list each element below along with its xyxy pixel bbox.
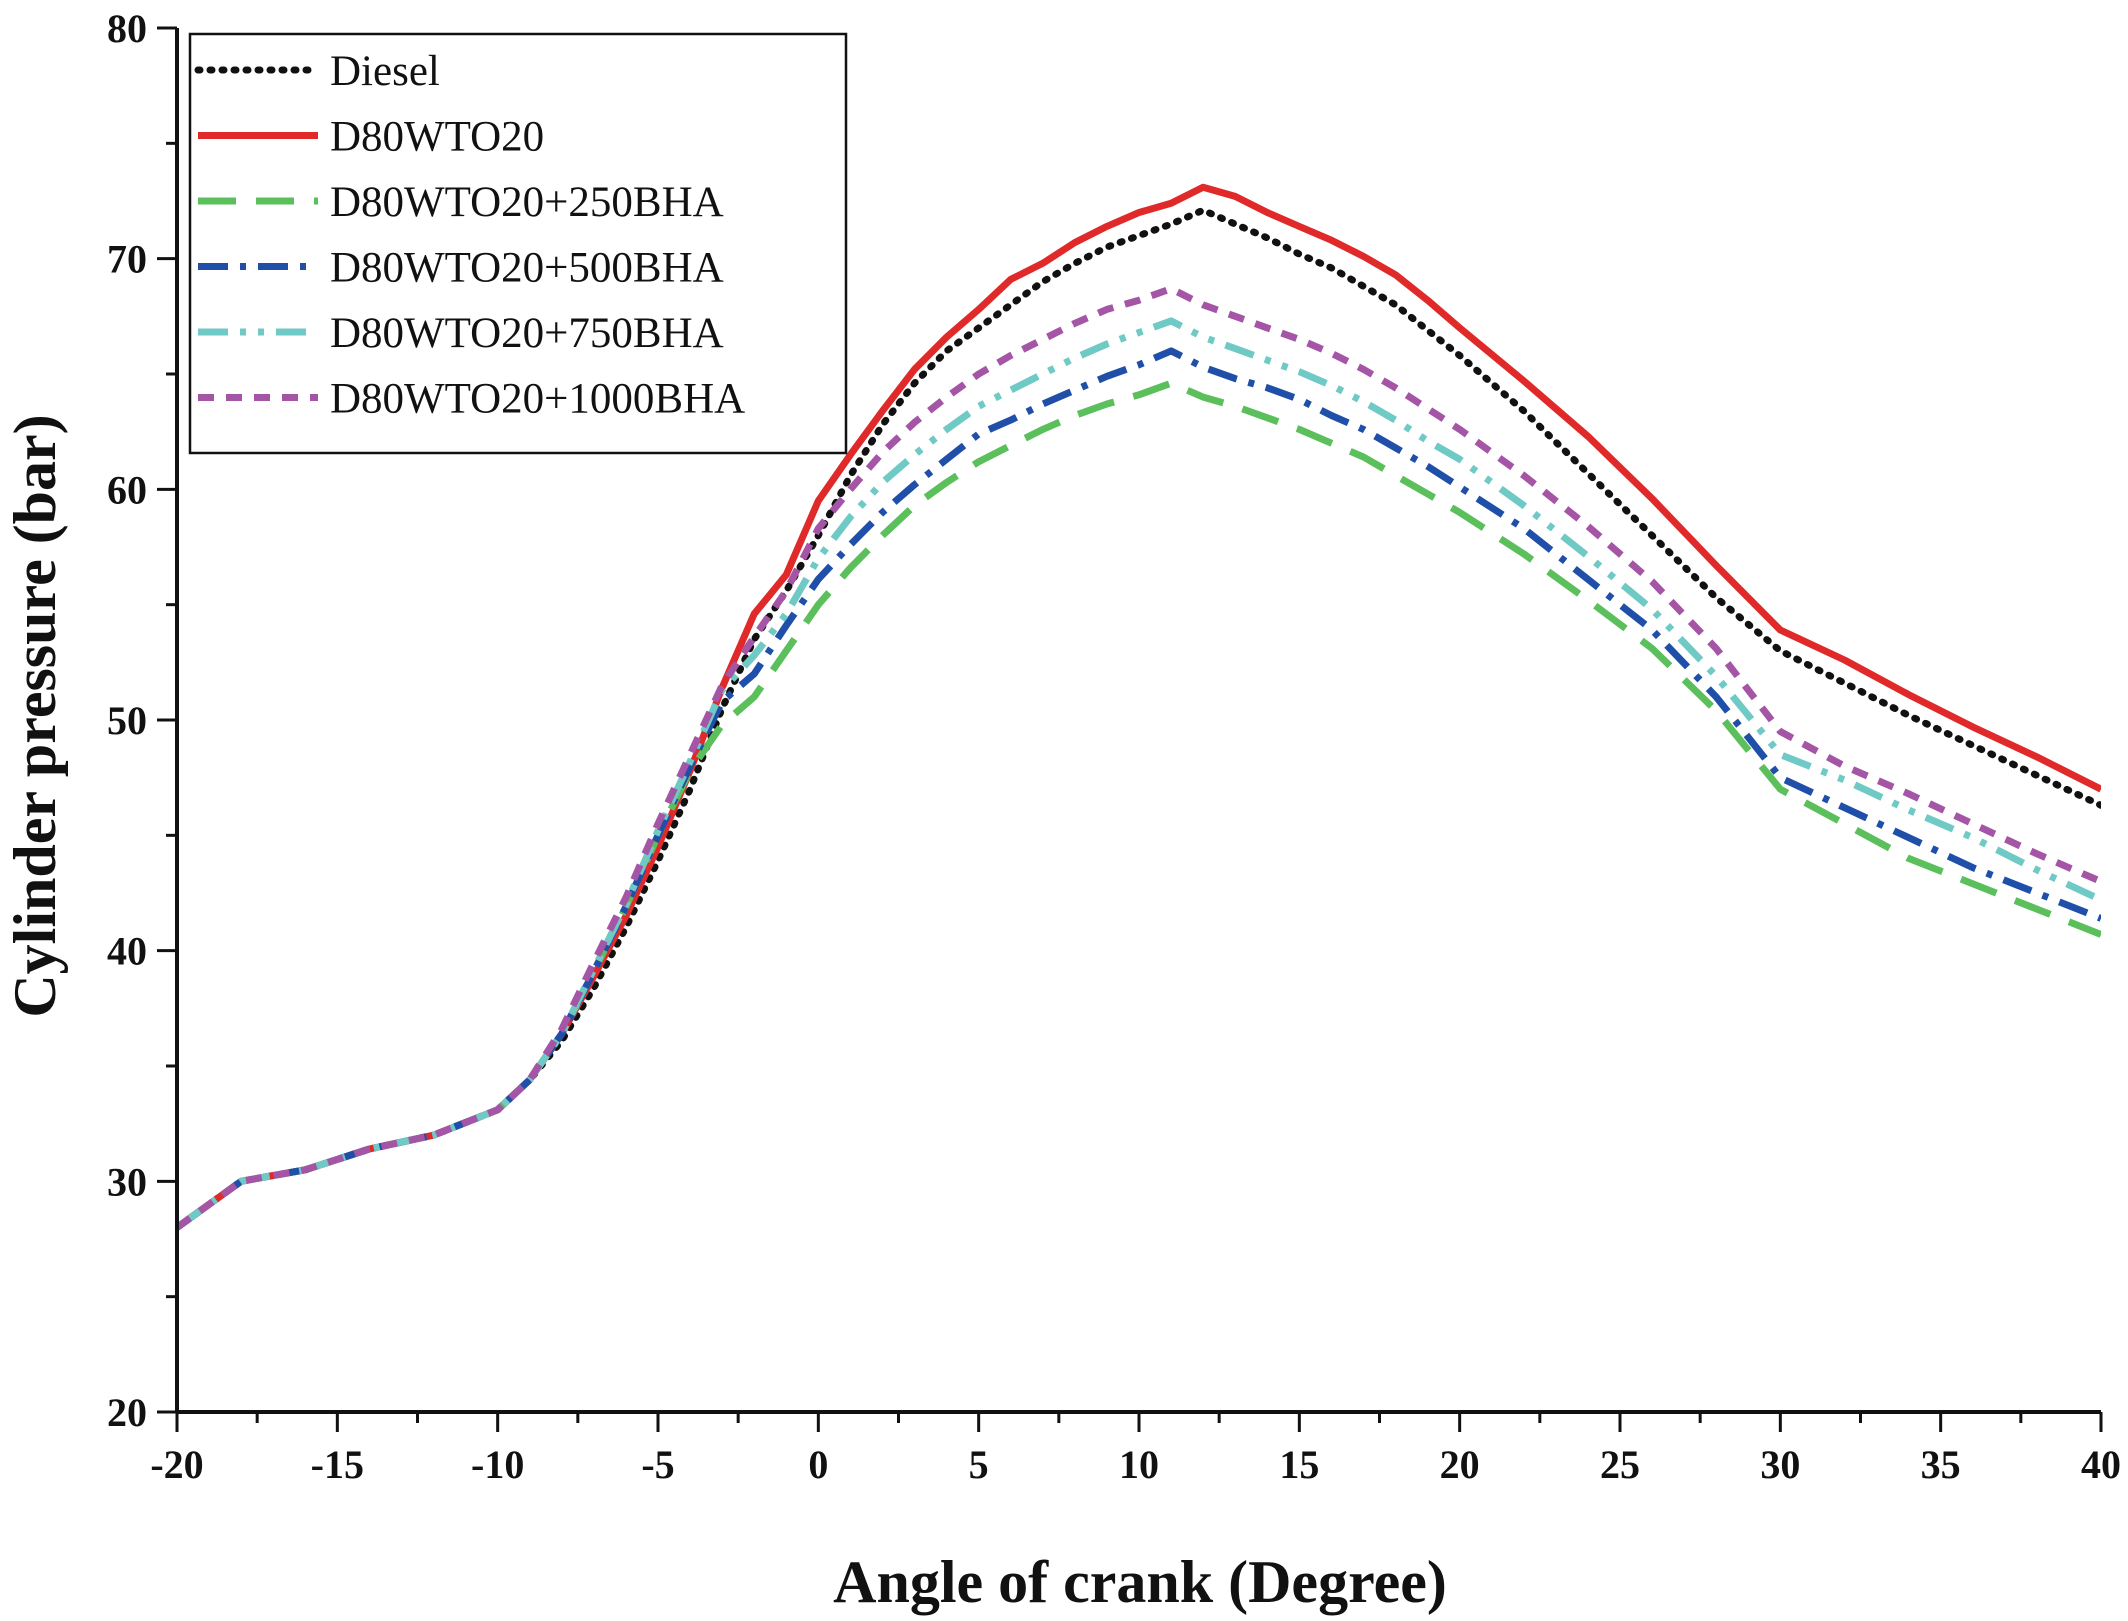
y-tick-label: 50 [107,698,147,743]
legend-label: D80WTO20+500BHA [330,245,724,292]
legend-label: Diesel [330,48,440,95]
series-line-d80wto20-250bha [177,379,2101,1231]
x-tick-label: 20 [1440,1442,1480,1487]
y-tick-label: 80 [107,6,147,51]
x-tick-label: -10 [471,1442,524,1487]
y-tick-label: 30 [107,1159,147,1204]
x-tick-label: 35 [1921,1442,1961,1487]
y-tick-label: 20 [107,1390,147,1435]
y-axis-title: Cylinder pressure (bar) [2,414,68,1017]
series-line-d80wto20-750bha [177,317,2101,1231]
series-line-diesel [177,206,2101,1231]
legend-label: D80WTO20 [330,114,544,161]
legend-box [188,32,848,455]
legend-label: D80WTO20+750BHA [330,310,724,357]
y-tick-label: 70 [107,237,147,282]
x-tick-label: -20 [150,1442,203,1487]
series-layer [177,183,2101,1231]
y-tick-label: 40 [107,929,147,974]
legend-label: D80WTO20+1000BHA [330,376,745,423]
x-tick-label: 0 [808,1442,828,1487]
x-tick-label: 40 [2081,1442,2121,1487]
series-line-d80wto20-500bha [177,347,2101,1231]
x-tick-label: 15 [1279,1442,1319,1487]
x-axis-title: Angle of crank (Degree) [833,1549,1447,1615]
x-tick-label: 5 [969,1442,989,1487]
x-tick-label: 10 [1119,1442,1159,1487]
y-tick-label: 60 [107,467,147,512]
series-line-d80wto20-1000bha [177,285,2101,1231]
x-tick-label: 30 [1760,1442,1800,1487]
x-tick-label: -15 [311,1442,364,1487]
axes-layer: -20 -15 -10 -5 0 5 10 15 20 25 30 35 40 20 30 40 50 60 70 8… [107,6,2121,1487]
legend: Diesel D80WTO20 D80WTO20+250BHA D80WTO20+50… [188,32,848,455]
legend-label: D80WTO20+250BHA [330,179,724,226]
x-tick-label: 25 [1600,1442,1640,1487]
x-tick-label: -5 [641,1442,674,1487]
